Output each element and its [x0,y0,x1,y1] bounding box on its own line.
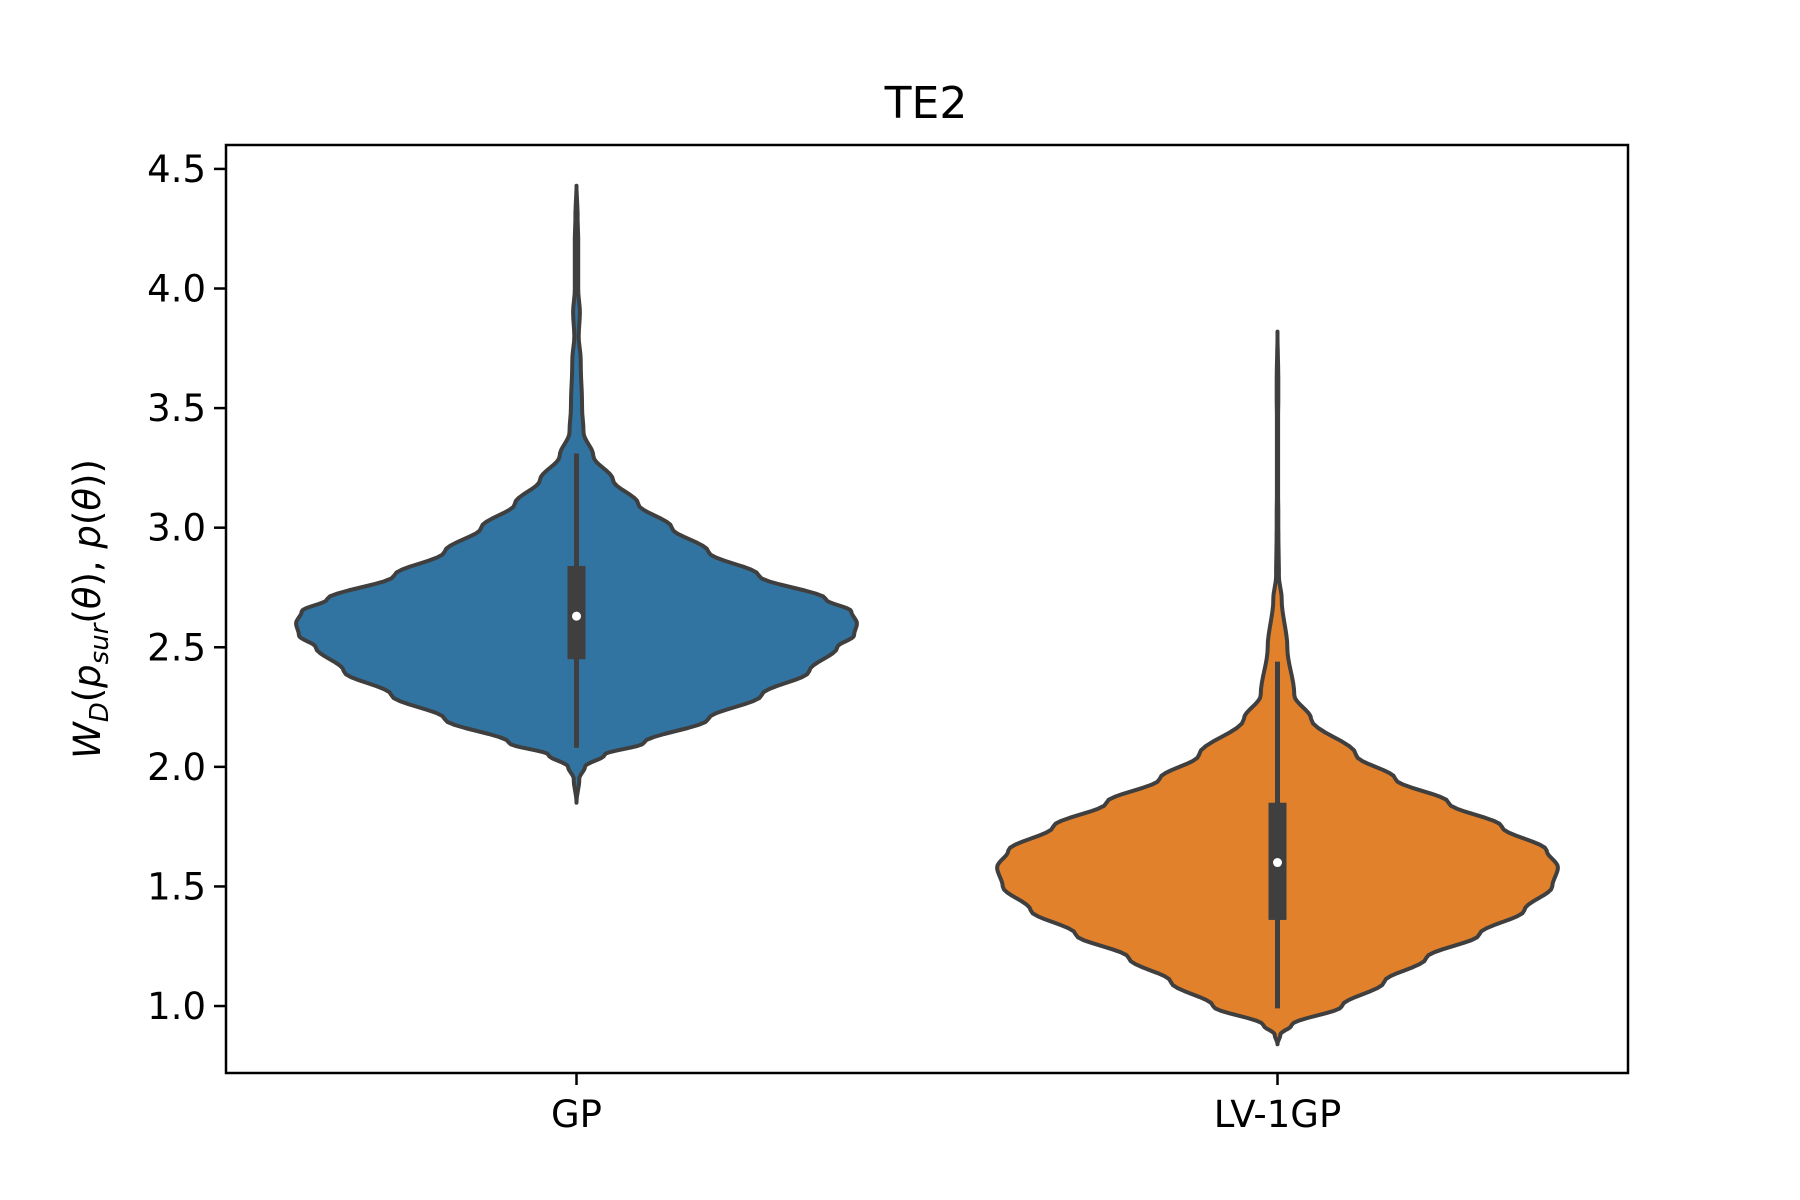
y-tick-label: 4.0 [147,268,206,311]
y-tick-label: 3.0 [147,507,206,550]
y-axis-label: WD(psur(θ), p(θ)) [66,459,115,759]
x-tick-label: LV-1GP [1214,1093,1342,1136]
y-tick-label: 2.0 [147,746,206,789]
median-dot-gp [572,611,581,621]
boxplots-layer [567,453,1287,1009]
y-tick-label: 4.5 [147,148,206,191]
y-tick-label: 1.5 [147,865,206,908]
y-tick-label: 1.0 [147,985,206,1028]
y-axis: 1.0 1.5 2.0 2.5 3.0 3.5 4.0 4.5 [147,148,226,1028]
median-dot-lv-1gp [1273,858,1282,868]
x-axis: GP LV-1GP [551,1073,1341,1136]
y-tick-label: 2.5 [147,626,206,669]
x-tick-label: GP [551,1093,602,1136]
y-tick-label: 3.5 [147,387,206,430]
chart-title: TE2 [884,78,968,129]
plot-frame [224,143,1630,1075]
